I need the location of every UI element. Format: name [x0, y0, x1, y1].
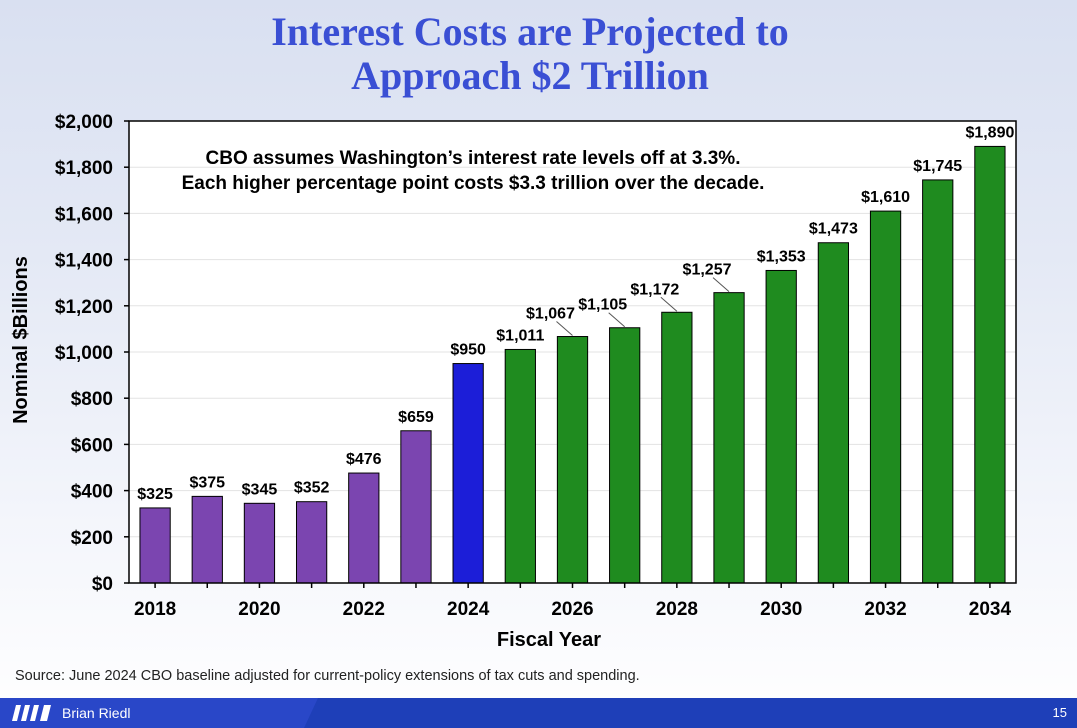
bar-2028: [661, 311, 693, 584]
x-tick-label-2026: 2026: [551, 599, 593, 620]
bar-2033: [922, 179, 954, 584]
data-label-2023: $659: [398, 409, 434, 426]
footer-accent: [0, 698, 318, 728]
bar-2025: [504, 348, 536, 584]
y-tick-label-1600: $1,600: [55, 204, 113, 225]
y-tick-label-600: $600: [71, 435, 113, 456]
x-tick-label-2018: 2018: [134, 599, 176, 620]
bars: [139, 145, 1006, 584]
data-label-2018: $325: [137, 486, 173, 503]
bar-2020: [243, 502, 276, 584]
leader-2029: [712, 277, 730, 293]
y-tick-label-2000: $2,000: [55, 112, 113, 133]
data-label-2027: $1,105: [578, 297, 627, 314]
data-label-2034: $1,890: [965, 124, 1014, 141]
x-tick-label-2022: 2022: [343, 599, 385, 620]
bar-2031: [817, 242, 850, 584]
bar-2024: [452, 363, 484, 584]
bar-2022: [348, 472, 380, 584]
x-axis-label: Fiscal Year: [497, 629, 601, 651]
leader-2026: [556, 321, 573, 336]
bar-2029: [713, 292, 745, 584]
y-axis-label: Nominal $Billions: [10, 256, 32, 424]
data-label-2020: $345: [242, 481, 278, 498]
data-labels: $325 $375 $345 $352 $476 $659 $950 $1,011 $1,067…: [137, 124, 1014, 503]
source-note: Source: June 2024 CBO baseline adjusted …: [15, 668, 640, 684]
x-tick-label-2020: 2020: [238, 599, 280, 620]
data-label-2028: $1,172: [630, 281, 679, 298]
x-axis-ticks: 2018 2020 2022 2024 2026 2028 2030 2032 2034: [134, 583, 1012, 620]
bar-2019: [191, 495, 223, 584]
y-tick-label-0: $0: [92, 574, 113, 595]
author-name: Brian Riedl: [62, 705, 131, 721]
bar-2034: [974, 145, 1006, 584]
x-tick-label-2028: 2028: [656, 599, 698, 620]
data-label-2021: $352: [294, 480, 330, 497]
slide-title-line-1: Interest Costs are Projected to: [271, 9, 789, 54]
data-label-2019: $375: [189, 474, 225, 491]
logo-icon: [12, 705, 52, 721]
bar-2018: [139, 507, 171, 584]
data-label-2026: $1,067: [526, 306, 575, 323]
x-tick-label-2032: 2032: [864, 599, 906, 620]
slide-title-line-2: Approach $2 Trillion: [351, 53, 709, 98]
x-tick-label-2034: 2034: [969, 599, 1012, 620]
page-number: 15: [1052, 705, 1067, 720]
y-tick-label-1200: $1,200: [55, 297, 113, 318]
data-label-2030: $1,353: [757, 248, 806, 265]
bar-2030: [765, 269, 797, 584]
y-tick-label-400: $400: [71, 482, 113, 503]
bar-2027: [609, 327, 641, 584]
data-label-2024: $950: [450, 342, 486, 359]
data-label-2033: $1,745: [913, 158, 962, 175]
data-label-2032: $1,610: [861, 189, 910, 206]
footer-bar: Brian Riedl 15: [0, 698, 1077, 728]
data-label-2022: $476: [346, 451, 382, 468]
x-tick-label-2030: 2030: [760, 599, 802, 620]
label-leader-lines: [556, 277, 730, 336]
leader-2027: [608, 312, 626, 328]
slide-title: Interest Costs are Projected to Approach…: [0, 10, 1060, 98]
data-label-2025: $1,011: [496, 327, 544, 344]
bar-2032: [869, 210, 902, 584]
y-tick-label-1000: $1,000: [55, 343, 113, 364]
bar-2021: [295, 501, 328, 584]
bar-2026: [556, 336, 589, 584]
y-tick-label-200: $200: [71, 528, 113, 549]
y-tick-label-1400: $1,400: [55, 251, 113, 272]
bar-2023: [400, 430, 432, 584]
y-tick-label-800: $800: [71, 389, 113, 410]
y-axis-ticks: $0 $200 $400 $600 $800 $1,000 $1,200 $1,400 $1,6…: [55, 112, 129, 595]
chart-annotation-line-1: CBO assumes Washington’s interest rate l…: [206, 148, 741, 169]
data-label-2031: $1,473: [809, 221, 858, 238]
leader-2028: [660, 296, 678, 312]
y-tick-label-1800: $1,800: [55, 158, 113, 179]
x-tick-label-2024: 2024: [447, 599, 490, 620]
data-label-2029: $1,257: [683, 262, 732, 279]
chart-annotation-line-2: Each higher percentage point costs $3.3 …: [182, 173, 765, 194]
